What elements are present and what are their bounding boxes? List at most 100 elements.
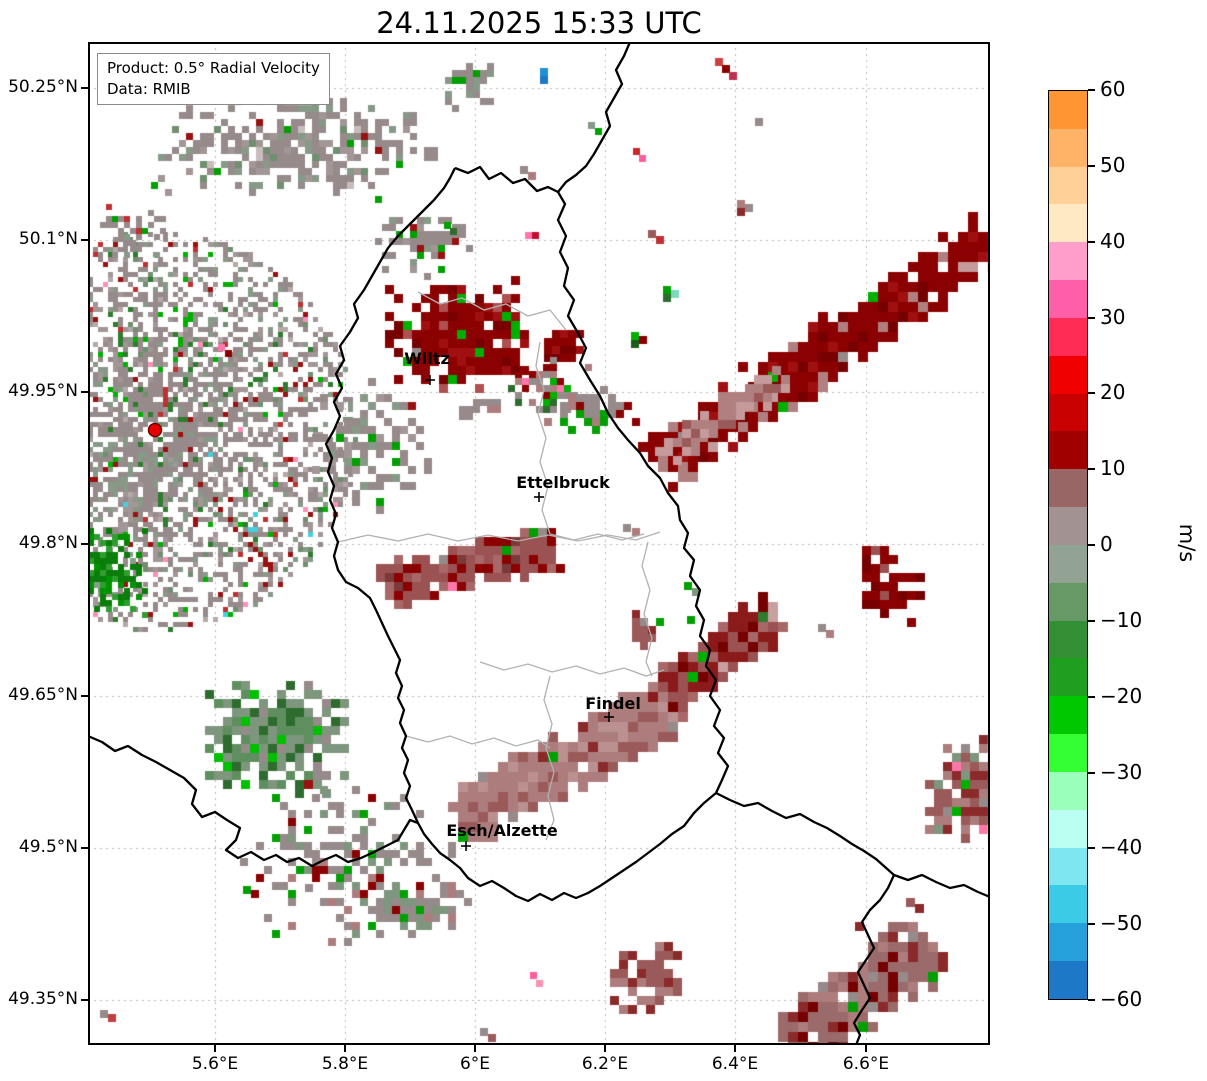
x-axis-tick-mark	[604, 1045, 606, 1052]
colorbar-tick-label: −60	[1100, 987, 1143, 1011]
district-border	[417, 291, 567, 331]
colorbar-segment	[1049, 317, 1087, 356]
map-overlay: Wiltz Ettelbruck Findel Esch/Alzette	[88, 42, 990, 1045]
x-axis-tick-label: 6°E	[459, 1054, 491, 1074]
district-border	[337, 531, 661, 543]
colorbar-tick-label: 30	[1100, 304, 1126, 329]
colorbar-tick-label: 0	[1100, 532, 1113, 556]
colorbar-tick-label: 20	[1100, 380, 1126, 405]
colorbar-tick-label: −50	[1100, 911, 1143, 936]
colorbar-tick-mark	[1088, 695, 1095, 698]
x-axis-tick-label: 5.6°E	[191, 1054, 239, 1074]
colorbar-tick-label: 50	[1100, 152, 1126, 177]
colorbar-unit-label: m/s	[1175, 523, 1199, 563]
radar-data-canvas	[88, 42, 990, 1045]
x-axis-tick-mark	[865, 1045, 867, 1052]
colorbar-tick-mark	[1088, 316, 1095, 319]
colorbar-segment	[1049, 91, 1087, 129]
colorbar-segment	[1049, 507, 1087, 545]
y-axis-tick-label: 49.95°N	[8, 381, 78, 401]
colorbar-segment	[1049, 620, 1087, 659]
colorbar-tick-mark	[1088, 164, 1095, 167]
colorbar-segment	[1049, 809, 1087, 848]
colorbar-tick-label: −30	[1100, 759, 1143, 784]
city-label: Wiltz	[404, 349, 450, 368]
city-label: Ettelbruck	[516, 473, 610, 492]
colorbar-segment	[1049, 885, 1087, 924]
city-label: Esch/Alzette	[446, 821, 558, 840]
colorbar-tick-label: 40	[1100, 228, 1126, 253]
colorbar-segment	[1049, 847, 1087, 886]
y-axis-tick-mark	[81, 391, 88, 393]
colorbar-tick-mark	[1088, 392, 1095, 395]
colorbar-tick-label: −40	[1100, 835, 1143, 860]
colorbar-tick-label: −20	[1100, 683, 1143, 708]
colorbar-segment	[1049, 431, 1087, 470]
x-axis-tick-mark	[214, 1045, 216, 1052]
x-axis-tick-mark	[344, 1045, 346, 1052]
city-label: Findel	[585, 694, 641, 713]
country-border	[324, 165, 730, 903]
country-border	[557, 42, 632, 193]
plot-frame	[88, 42, 990, 1045]
country-border	[88, 734, 419, 868]
colorbar-tick-mark	[1088, 999, 1095, 1001]
y-axis-tick-mark	[81, 847, 88, 849]
district-border	[549, 533, 645, 541]
district-border	[641, 541, 653, 677]
colorbar-segment	[1049, 280, 1087, 318]
colorbar-tick-label: −10	[1100, 607, 1143, 632]
product-legend: Product: 0.5° Radial Velocity Data: RMIB	[97, 53, 330, 105]
colorbar-tick-label: 60	[1100, 77, 1126, 101]
x-axis-tick-mark	[734, 1045, 736, 1052]
radar-site-marker	[147, 422, 163, 438]
y-axis-tick-label: 50.1°N	[18, 229, 78, 249]
colorbar-segment	[1049, 961, 1087, 999]
x-axis-tick-label: 6.2°E	[581, 1054, 629, 1074]
y-axis-tick-label: 49.5°N	[18, 837, 78, 857]
map-plot: Wiltz Ettelbruck Findel Esch/Alzette Produc…	[88, 42, 990, 1045]
y-axis-tick-label: 49.8°N	[18, 533, 78, 553]
x-axis-tick-label: 6.4°E	[711, 1054, 759, 1074]
y-axis-tick-label: 49.65°N	[8, 685, 78, 705]
colorbar-tick-mark	[1088, 468, 1095, 471]
x-axis-tick-label: 6.6°E	[842, 1054, 890, 1074]
colorbar-segment	[1049, 734, 1087, 772]
y-axis-tick-label: 50.25°N	[8, 77, 78, 97]
y-axis-tick-mark	[81, 999, 88, 1001]
colorbar-segment	[1049, 923, 1087, 962]
colorbar-segment	[1049, 582, 1087, 621]
colorbar-tick-mark	[1088, 89, 1095, 91]
legend-product-line: Product: 0.5° Radial Velocity	[107, 59, 320, 77]
colorbar-segment	[1049, 355, 1087, 394]
district-border	[535, 341, 551, 535]
y-axis-tick-mark	[81, 87, 88, 89]
colorbar-segment	[1049, 128, 1087, 167]
colorbar-segment	[1049, 166, 1087, 205]
colorbar-segment	[1049, 242, 1087, 281]
colorbar-tick-mark	[1088, 544, 1095, 546]
x-axis-tick-label: 5.8°E	[321, 1054, 369, 1074]
district-border	[479, 661, 665, 677]
country-border	[893, 873, 990, 899]
legend-data-line: Data: RMIB	[107, 80, 191, 98]
colorbar-tick-mark	[1088, 619, 1095, 622]
colorbar-tick-mark	[1088, 240, 1095, 243]
y-axis-tick-mark	[81, 543, 88, 545]
colorbar-segment	[1049, 204, 1087, 243]
colorbar	[1048, 90, 1088, 1000]
colorbar-segment	[1049, 544, 1087, 583]
colorbar-segment	[1049, 771, 1087, 810]
colorbar-tick-mark	[1088, 923, 1095, 926]
district-border	[405, 735, 551, 749]
colorbar-tick-mark	[1088, 771, 1095, 774]
country-border	[715, 791, 896, 1045]
colorbar-tick-label: 10	[1100, 456, 1126, 481]
colorbar-segment	[1049, 393, 1087, 432]
colorbar-tick-mark	[1088, 847, 1095, 850]
colorbar-segment	[1049, 658, 1087, 697]
y-axis-tick-mark	[81, 239, 88, 241]
figure-title: 24.11.2025 15:33 UTC	[376, 6, 702, 40]
colorbar-segment	[1049, 469, 1087, 508]
